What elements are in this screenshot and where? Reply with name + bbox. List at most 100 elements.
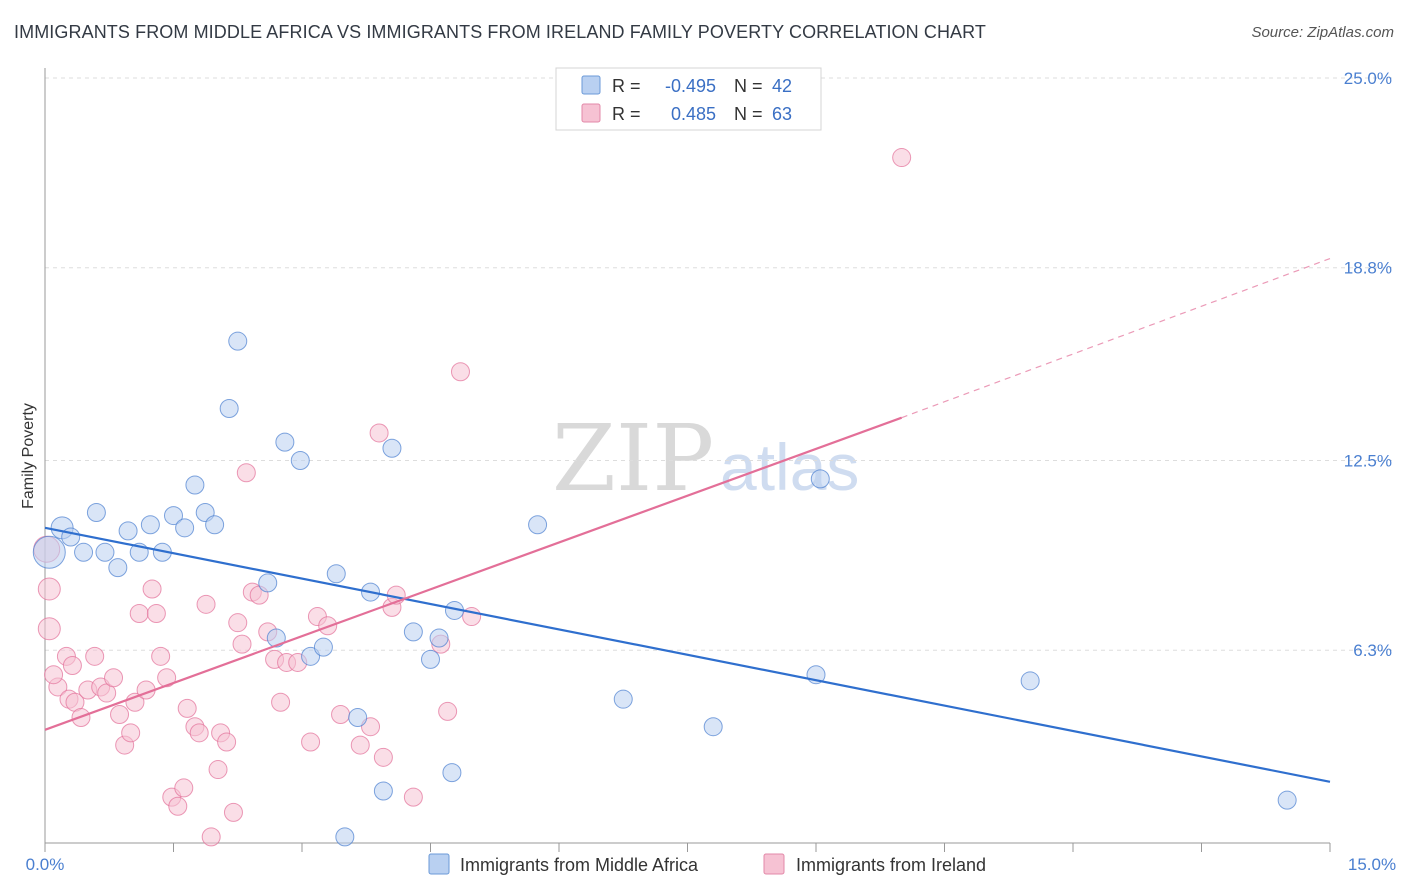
point-ireland	[189, 723, 209, 743]
point-ireland	[438, 701, 458, 721]
legend-swatch-blue	[581, 75, 601, 95]
bottom-legend-label-pink: Immigrants from Ireland	[796, 855, 986, 875]
bottom-legend-label-blue: Immigrants from Middle Africa	[460, 855, 699, 875]
source-label: Source: ZipAtlas.com	[1251, 24, 1394, 41]
bottom-legend: Immigrants from Middle Africa Immigrants…	[428, 853, 986, 875]
point-middle-africa	[118, 521, 138, 541]
point-ireland	[331, 704, 351, 724]
point-ireland	[121, 723, 141, 743]
point-ireland	[104, 668, 124, 688]
point-middle-africa	[313, 637, 333, 657]
point-ireland	[62, 656, 82, 676]
point-ireland	[196, 594, 216, 614]
point-middle-africa	[219, 398, 239, 418]
y-tick-labels: 6.3% 12.5% 18.8% 25.0%	[1344, 69, 1392, 660]
point-ireland	[403, 787, 423, 807]
point-middle-africa	[86, 503, 106, 523]
point-ireland	[301, 732, 321, 752]
point-ireland	[151, 646, 171, 666]
point-ireland	[236, 463, 256, 483]
x-tick-label-left: 0.0%	[26, 855, 65, 874]
legend-n-label-blue: N =	[734, 76, 763, 96]
point-ireland	[223, 802, 243, 822]
point-middle-africa	[228, 331, 248, 351]
point-middle-africa	[258, 573, 278, 593]
legend-n-value-blue: 42	[772, 76, 792, 96]
x-tick-label-right: 15.0%	[1348, 855, 1396, 874]
bottom-legend-swatch-pink	[763, 853, 785, 875]
series-ireland-points	[33, 148, 912, 847]
y-axis-title: Family Poverty	[20, 403, 37, 509]
point-middle-africa	[301, 646, 321, 666]
watermark: ZIP atlas	[552, 405, 859, 512]
legend-n-value-pink: 63	[772, 104, 792, 124]
legend-swatch-pink	[581, 103, 601, 123]
bottom-legend-swatch-blue	[428, 853, 450, 875]
legend-r-label-pink: R =	[612, 104, 641, 124]
trendline-extension-pink	[901, 257, 1331, 419]
point-middle-africa	[335, 827, 355, 847]
point-ireland	[271, 692, 291, 712]
point-middle-africa	[275, 432, 295, 452]
legend-r-label-blue: R =	[612, 76, 641, 96]
point-middle-africa	[421, 649, 440, 669]
point-middle-africa	[1277, 790, 1297, 810]
point-ireland	[450, 362, 470, 382]
point-middle-africa	[373, 781, 393, 801]
point-middle-africa	[442, 763, 462, 783]
point-ireland	[208, 760, 228, 780]
point-ireland	[157, 668, 177, 688]
x-ticks	[44, 843, 1331, 852]
point-middle-africa	[528, 515, 548, 535]
point-middle-africa	[429, 628, 449, 648]
point-middle-africa	[205, 515, 225, 535]
point-ireland	[892, 148, 912, 168]
legend-n-label-pink: N =	[734, 104, 763, 124]
point-middle-africa	[703, 717, 723, 737]
point-ireland	[228, 613, 248, 633]
legend-r-value-blue: -0.495	[665, 76, 716, 96]
point-middle-africa	[403, 622, 423, 642]
point-middle-africa	[185, 475, 205, 495]
point-ireland	[44, 665, 64, 685]
y-tick-label: 25.0%	[1344, 69, 1392, 88]
point-ireland	[110, 704, 130, 724]
point-ireland	[201, 827, 221, 847]
point-ireland	[168, 796, 188, 816]
legend: R = -0.495 N = 42 R = 0.485 N = 63	[555, 67, 822, 131]
point-middle-africa	[74, 542, 94, 562]
point-middle-africa	[810, 469, 830, 489]
point-ireland	[350, 735, 370, 755]
watermark-zip: ZIP	[552, 405, 714, 512]
point-ireland	[373, 747, 393, 767]
point-middle-africa	[32, 535, 66, 569]
chart-title: IMMIGRANTS FROM MIDDLE AFRICA VS IMMIGRA…	[14, 22, 987, 42]
point-middle-africa	[175, 518, 195, 538]
point-ireland	[146, 604, 166, 623]
point-ireland	[177, 698, 197, 718]
point-middle-africa	[164, 506, 183, 526]
trendline-pink	[44, 416, 903, 731]
point-middle-africa	[290, 451, 310, 470]
point-ireland	[142, 579, 162, 599]
point-ireland	[217, 732, 237, 752]
point-ireland	[37, 617, 61, 641]
point-ireland	[361, 717, 381, 737]
y-tick-label: 18.8%	[1344, 259, 1392, 278]
point-middle-africa	[382, 438, 402, 458]
point-ireland	[369, 423, 389, 443]
point-ireland	[37, 577, 61, 601]
point-middle-africa	[1020, 671, 1040, 691]
point-middle-africa	[266, 628, 286, 648]
point-ireland	[232, 634, 252, 654]
y-tick-label: 6.3%	[1353, 641, 1392, 660]
y-tick-label: 12.5%	[1344, 452, 1392, 471]
legend-r-value-pink: 0.485	[671, 104, 716, 124]
point-ireland	[85, 646, 105, 666]
trendlines	[44, 257, 1331, 783]
point-ireland	[174, 778, 194, 798]
grid	[45, 77, 1392, 651]
point-middle-africa	[326, 564, 346, 584]
trendline-blue	[44, 526, 1331, 783]
